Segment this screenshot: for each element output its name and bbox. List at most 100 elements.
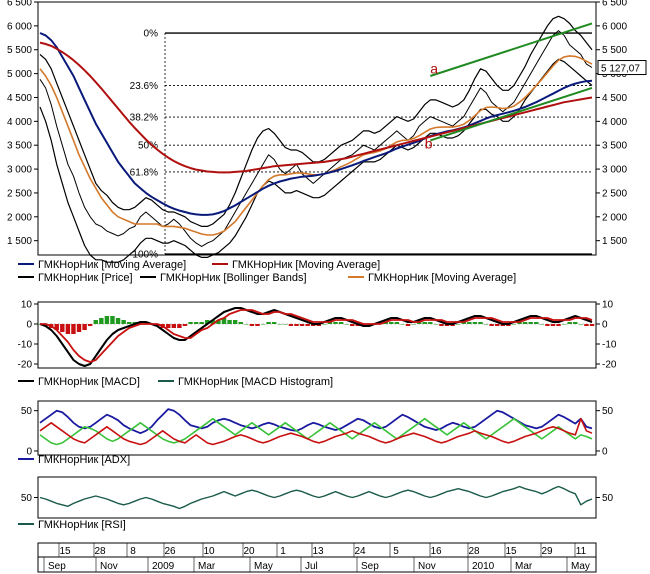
legend-label: ГМКНорНик [MACD] [38,376,140,388]
day-label: 26 [164,546,176,557]
price-tick-label-right: 2 500 [602,188,627,199]
fib-label: 38.2% [130,113,158,124]
price-tick-label-right: 6 000 [602,21,627,32]
price-tick-label-left: 2 000 [7,212,32,223]
macd-histogram-bar [110,316,115,324]
macd-histogram-bar [199,322,204,324]
month-label: Jul [305,561,318,572]
macd-histogram-bar [344,324,349,325]
macd-histogram-bar [550,324,556,326]
macd-histogram-bar [65,324,71,334]
day-label: 1 [280,546,286,557]
macd-histogram-bar [534,322,539,324]
macd-histogram-bar [500,324,505,326]
macd-histogram-bar [188,322,193,324]
macd-histogram-bar [99,318,104,324]
macd-histogram-bar [511,324,517,325]
macd-panel: 10 10 0 0 -10 -10 -20 -20 ГМКНорНик [MACD] ГМКНор… [18,300,617,389]
macd-tick-label-left: -10 [18,340,33,351]
last-price-box [597,60,647,76]
price-tick-label-right: 6 500 [602,0,627,9]
macd-histogram-bar [255,324,260,326]
macd-histogram-bar [327,322,333,324]
day-label: 15 [59,546,71,557]
price-tick-label-left: 4 000 [7,117,32,128]
macd-histogram-bar [221,318,227,324]
adx-series-di_minus [39,417,593,446]
macd-tick-label-left: 0 [26,320,32,331]
month-label: 2010 [472,561,495,572]
macd-histogram-bar [82,324,87,330]
price-tick-label-right: 2 000 [602,212,627,223]
day-label: 5 [393,546,399,557]
macd-histogram-bar [182,324,188,326]
time-axis: 15 28 8 26 10 20 1 13 24 5 16 28 15 29 11 Sep Nov 2009 Mar… [37,542,597,573]
macd-histogram-bar [383,322,388,324]
macd-histogram-bar [528,322,533,324]
macd-histogram-bar [539,324,545,325]
day-label: 11 [576,546,587,557]
day-label: 15 [505,546,517,557]
macd-histogram-bar [489,324,494,326]
day-label: 20 [243,546,255,557]
macd-histogram-bar [522,322,528,324]
macd-histogram-bar [389,322,394,324]
macd-histogram-bar [478,322,483,324]
price-tick-label-left: 6 500 [7,0,32,9]
legend-label: ГМКНорНик [RSI] [38,519,126,531]
macd-histogram-bar [104,316,110,324]
price-tick-label-right: 1 500 [602,236,627,247]
macd-series-macd_signal [40,309,593,363]
adx-panel: 50 50 0 0 ГМКНорНик [ADX] [18,400,614,466]
macd-histogram-bar [322,324,327,325]
macd-histogram-bar [472,322,478,324]
macd-histogram-bar [517,322,522,324]
macd-histogram-bar [227,320,232,324]
legend-label: ГМКНорНик [MACD Histogram] [178,376,333,388]
macd-histogram-bar [567,322,572,324]
price-tick-label-left: 5 500 [7,45,32,56]
macd-tick-label-right: 10 [602,300,614,311]
macd-histogram-bar [350,324,355,326]
macd-tick-label-left: 10 [21,300,33,311]
macd-histogram-bar [561,324,567,325]
price-series-ma_blue [39,32,593,216]
month-label: May [571,561,590,572]
price-tick-label-right: 4 000 [602,117,627,128]
macd-histogram-bar [177,324,182,328]
macd-histogram-bar [422,322,427,324]
macd-histogram-bar [483,324,489,325]
macd-histogram-bar [416,322,422,324]
rsi-tick-label-left: 50 [21,493,33,504]
macd-histogram-bar [338,322,344,324]
price-tick-label-left: 6 000 [7,21,32,32]
fib-label: 0% [144,29,159,40]
annotation-label: a [430,61,438,77]
month-label: Nov [418,561,436,572]
macd-histogram-bar [545,324,550,326]
macd-histogram-bar [573,322,578,324]
fib-label: 50% [138,141,158,152]
price-tick-label-left: 2 500 [7,188,32,199]
macd-frame [37,301,597,369]
macd-histogram-bar [288,324,294,326]
macd-tick-label-right: -10 [602,340,617,351]
legend-label: ГМКНорНик [ADX] [38,454,130,466]
macd-histogram-bar [266,322,271,324]
legend-label: ГМКНорНик [Moving Average] [368,272,516,284]
macd-histogram-bar [589,324,595,326]
price-tick-label-right: 4 500 [602,93,627,104]
day-label: 29 [541,546,553,557]
adx-tick-label-right: 50 [602,406,614,417]
macd-histogram-bar [210,320,216,324]
macd-tick-label-left: -20 [18,360,33,371]
macd-histogram-bar [171,324,177,328]
macd-histogram-bar [333,322,338,324]
macd-histogram-bar [249,324,255,326]
fib-label: 61.8% [130,167,158,178]
macd-histogram-bar [121,320,126,324]
macd-histogram-bar [584,324,589,326]
macd-histogram-bar [127,322,132,324]
price-panel: 1 500 1 500 2 000 2 000 2 500 2 500 3 000 3 000… [7,0,647,284]
